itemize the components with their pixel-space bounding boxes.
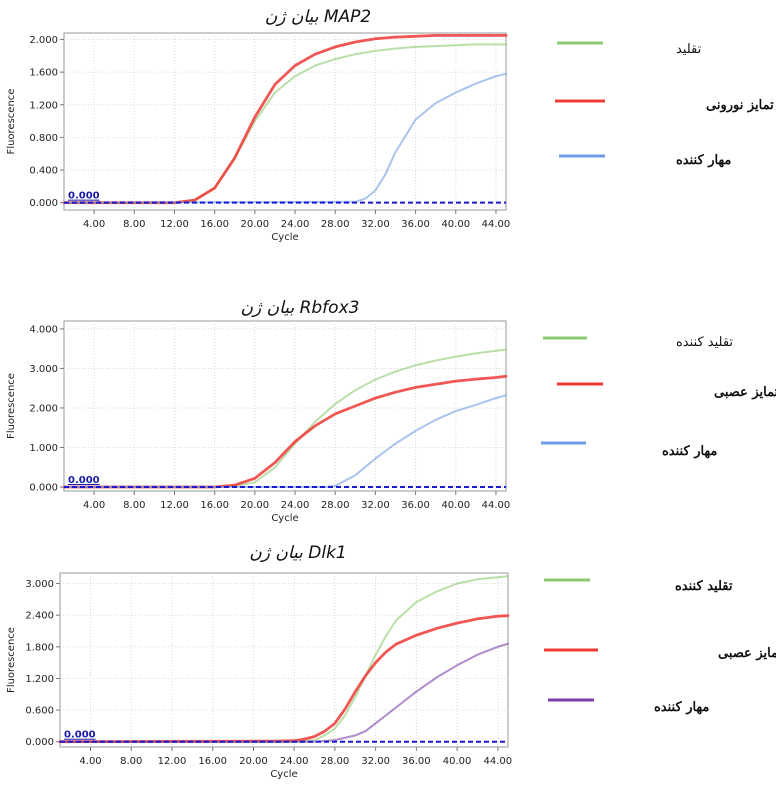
x-axis-label: Cycle — [271, 232, 298, 243]
legend-label: تقلید کننده/تمایز عصبی — [718, 646, 776, 661]
chart-panel-3: 4.00 8.00 12.00 16.00 20.00 24.00 28.00 32.00 36… — [6, 543, 776, 780]
y-tick-label: 0.800 — [29, 133, 58, 144]
series-line-3 — [63, 394, 507, 488]
x-tick-label: 20.00 — [241, 219, 270, 230]
chart-title: بیان ژن MAP2 — [265, 7, 371, 27]
x-tick-label: 28.00 — [321, 756, 350, 767]
y-tick-label: 1.200 — [25, 674, 54, 685]
y-tick-label: 2.000 — [29, 35, 58, 46]
threshold-label: 0.000 — [64, 730, 96, 741]
series-line-2 — [62, 34, 508, 205]
x-tick-label: 16.00 — [200, 219, 229, 230]
x-tick-label: 20.00 — [241, 500, 270, 511]
y-tick-label: 2.400 — [25, 611, 54, 622]
x-tick-label: 44.00 — [482, 500, 511, 511]
x-tick-label: 4.00 — [83, 219, 105, 230]
series-line-1 — [59, 575, 509, 743]
series-line-3 — [63, 72, 507, 204]
x-tick-label: 12.00 — [158, 756, 187, 767]
x-tick-label: 40.00 — [443, 756, 472, 767]
y-tick-label: 1.800 — [25, 642, 54, 653]
x-tick-label: 24.00 — [281, 500, 310, 511]
legend-label: مهار کننده — [676, 153, 731, 168]
x-tick-label: 40.00 — [441, 500, 470, 511]
series-line-2 — [58, 614, 510, 744]
y-tick-label: 0.400 — [29, 166, 58, 177]
y-tick-label: 0.000 — [29, 198, 58, 209]
y-tick-label: 0.000 — [25, 737, 54, 748]
y-axis-label: Fluorescence — [6, 627, 17, 693]
y-axis-label: Fluorescence — [6, 373, 17, 439]
x-tick-label: 20.00 — [239, 756, 268, 767]
x-tick-label: 8.00 — [123, 500, 145, 511]
chart-title: بیان ژن Dlk1 — [249, 543, 347, 563]
legend-label: تقلید کننده — [675, 579, 733, 594]
legend-label: تقلید کننده/ تمایز نورونی — [706, 98, 776, 113]
x-tick-label: 36.00 — [402, 756, 431, 767]
chart-panel-1: 4.00 8.00 12.00 16.00 20.00 24.00 28.00 32.00 36… — [6, 7, 776, 243]
x-tick-label: 40.00 — [441, 219, 470, 230]
x-tick-label: 4.00 — [83, 500, 105, 511]
y-tick-label: 4.000 — [29, 324, 58, 335]
y-tick-label: 1.600 — [29, 68, 58, 79]
series-line-1 — [63, 348, 507, 488]
series-group — [62, 348, 508, 489]
x-tick-label: 16.00 — [200, 500, 229, 511]
x-tick-label: 36.00 — [401, 219, 430, 230]
y-tick-label: 1.200 — [29, 100, 58, 111]
chart-title: بیان ژن Rbfox3 — [241, 298, 360, 318]
legend-label: تقلید — [676, 42, 702, 57]
x-tick-label: 8.00 — [123, 219, 145, 230]
x-tick-label: 32.00 — [361, 219, 390, 230]
x-axis-label: Cycle — [271, 513, 298, 524]
y-tick-label: 2.000 — [29, 403, 58, 414]
legend-label: تقلید کننده — [676, 335, 733, 350]
x-tick-label: 8.00 — [120, 756, 142, 767]
plot-area — [63, 32, 507, 211]
legend-label: تقلید کننده/ تمایز عصبی — [714, 385, 776, 400]
y-axis-label: Fluorescence — [6, 89, 17, 155]
y-tick-label: 3.000 — [29, 364, 58, 375]
plot-area — [63, 320, 507, 492]
x-tick-label: 44.00 — [482, 219, 511, 230]
plot-area — [59, 572, 509, 748]
x-tick-label: 32.00 — [361, 500, 390, 511]
x-tick-label: 12.00 — [160, 219, 189, 230]
x-tick-label: 24.00 — [280, 756, 309, 767]
x-tick-label: 16.00 — [198, 756, 227, 767]
y-tick-label: 3.000 — [25, 579, 54, 590]
x-tick-label: 28.00 — [321, 500, 350, 511]
series-line-3 — [59, 642, 509, 743]
x-tick-label: 4.00 — [79, 756, 101, 767]
y-tick-label: 0.600 — [25, 706, 54, 717]
series-line-2 — [62, 374, 508, 489]
x-tick-label: 12.00 — [160, 500, 189, 511]
x-axis-label: Cycle — [270, 769, 297, 780]
threshold-label: 0.000 — [68, 191, 100, 202]
x-tick-label: 44.00 — [483, 756, 512, 767]
x-tick-label: 32.00 — [361, 756, 390, 767]
x-tick-label: 24.00 — [281, 219, 310, 230]
y-tick-label: 1.000 — [29, 443, 58, 454]
legend-label: مهار کننده — [662, 444, 717, 459]
series-group — [62, 34, 508, 205]
series-group — [58, 575, 510, 744]
legend-label: مهار کننده — [654, 700, 709, 715]
x-tick-label: 36.00 — [401, 500, 430, 511]
threshold-label: 0.000 — [68, 475, 100, 486]
x-tick-label: 28.00 — [321, 219, 350, 230]
y-tick-label: 0.000 — [29, 483, 58, 494]
chart-panel-2: 4.00 8.00 12.00 16.00 20.00 24.00 28.00 32.00 36… — [6, 298, 776, 524]
